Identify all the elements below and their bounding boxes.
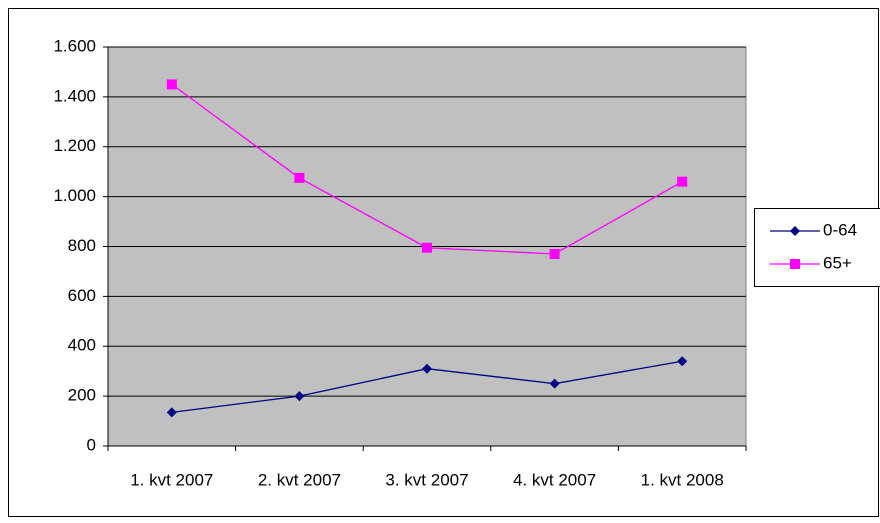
y-tick-label: 1.600 xyxy=(53,36,96,55)
x-tick-label: 2. kvt 2007 xyxy=(258,470,341,489)
marker xyxy=(677,177,687,187)
y-tick-label: 0 xyxy=(87,435,96,454)
y-tick-label: 200 xyxy=(68,386,96,405)
marker xyxy=(167,79,177,89)
y-tick-label: 1.000 xyxy=(53,186,96,205)
y-tick-label: 1.200 xyxy=(53,136,96,155)
x-tick-label: 3. kvt 2007 xyxy=(385,470,468,489)
y-tick-label: 400 xyxy=(68,336,96,355)
marker xyxy=(790,259,800,269)
legend-label: 0-64 xyxy=(823,220,857,239)
marker xyxy=(422,243,432,253)
x-tick-label: 1. kvt 2008 xyxy=(641,470,724,489)
legend-box xyxy=(755,209,880,287)
marker xyxy=(294,173,304,183)
x-tick-label: 4. kvt 2007 xyxy=(513,470,596,489)
legend-label: 65+ xyxy=(823,253,852,272)
y-tick-label: 1.400 xyxy=(53,86,96,105)
y-tick-label: 800 xyxy=(68,236,96,255)
marker xyxy=(550,249,560,259)
y-tick-label: 600 xyxy=(68,286,96,305)
x-tick-label: 1. kvt 2007 xyxy=(130,470,213,489)
